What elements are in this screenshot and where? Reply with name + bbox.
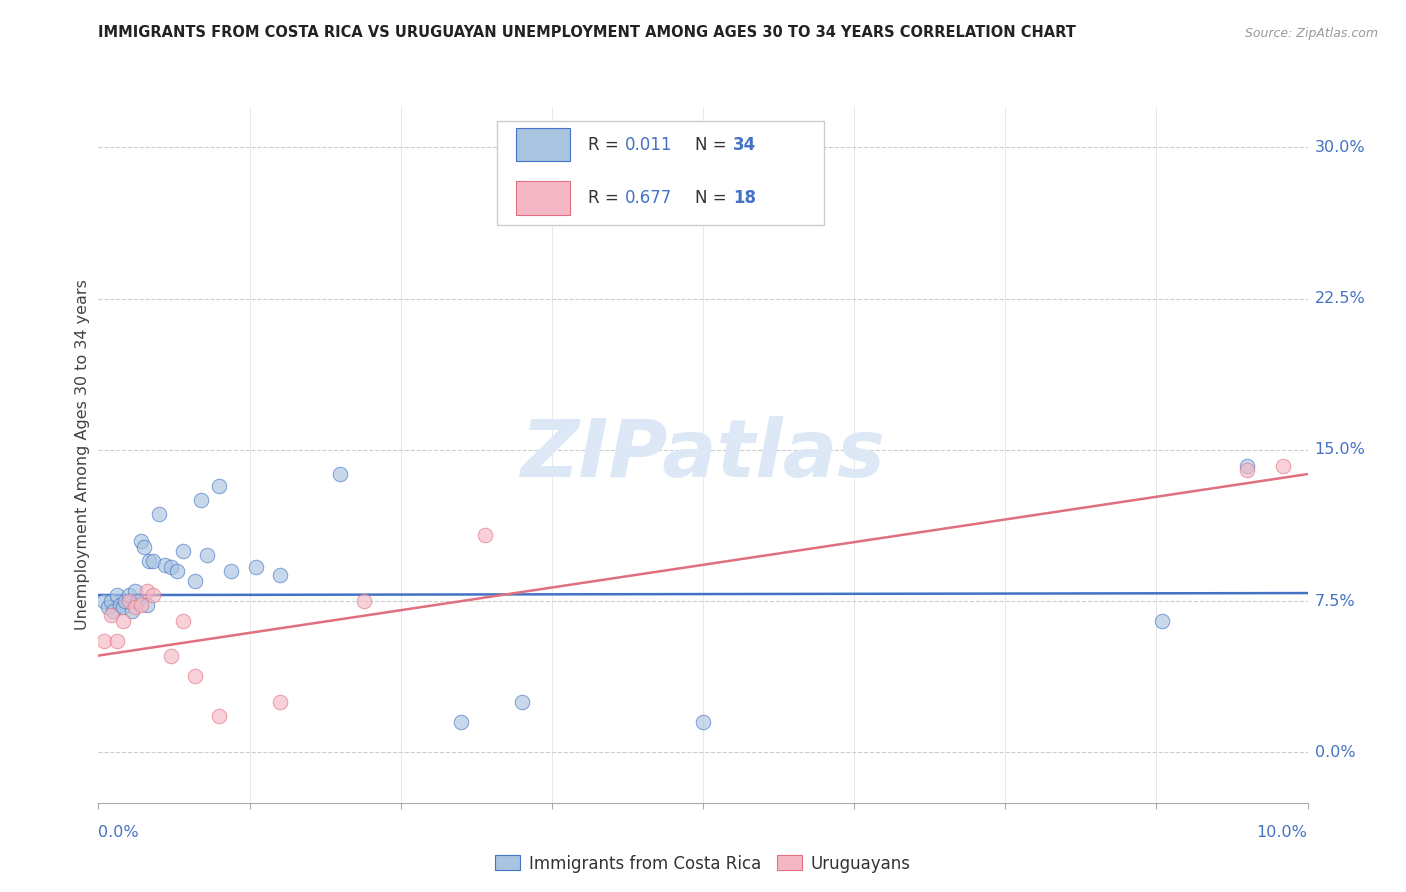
Text: N =: N = [695, 189, 731, 207]
Legend: Immigrants from Costa Rica, Uruguayans: Immigrants from Costa Rica, Uruguayans [488, 848, 918, 880]
Y-axis label: Unemployment Among Ages 30 to 34 years: Unemployment Among Ages 30 to 34 years [75, 279, 90, 631]
Point [134, 540, 156, 554]
Text: 10.0%: 10.0% [1257, 825, 1308, 840]
Point [105, 588, 128, 602]
Point [124, 600, 146, 615]
Point [245, 559, 267, 574]
Point [129, 598, 152, 612]
Point [153, 558, 176, 572]
Point [108, 598, 131, 612]
Point [97, 600, 120, 615]
Text: N =: N = [695, 136, 731, 153]
Point [221, 564, 243, 578]
Point [184, 669, 207, 683]
Point [148, 508, 170, 522]
Text: ZIPatlas: ZIPatlas [520, 416, 886, 494]
Text: R =: R = [588, 136, 624, 153]
Point [1152, 615, 1174, 629]
Point [166, 564, 188, 578]
Point [93, 634, 115, 648]
Point [269, 568, 291, 582]
Point [138, 554, 160, 568]
Text: 0.0%: 0.0% [98, 825, 139, 840]
Point [135, 598, 157, 612]
Point [100, 594, 122, 608]
Point [135, 584, 157, 599]
Point [1236, 458, 1258, 473]
Point [127, 594, 149, 608]
Text: 34: 34 [734, 136, 756, 153]
Point [510, 695, 533, 709]
Point [129, 533, 152, 548]
Point [93, 594, 115, 608]
Text: 0.677: 0.677 [624, 189, 672, 207]
Point [190, 493, 212, 508]
Point [1272, 458, 1295, 473]
Text: R =: R = [588, 189, 624, 207]
Point [184, 574, 207, 588]
Point [124, 584, 146, 599]
Point [692, 715, 714, 730]
Point [111, 600, 134, 615]
Text: 18: 18 [734, 189, 756, 207]
Point [172, 615, 194, 629]
FancyBboxPatch shape [498, 121, 824, 226]
Point [160, 648, 183, 663]
Point [450, 715, 472, 730]
Point [114, 594, 136, 608]
Point [208, 709, 231, 723]
Point [121, 604, 143, 618]
Point [172, 543, 194, 558]
Point [353, 594, 375, 608]
Point [101, 604, 124, 618]
Point [142, 588, 165, 602]
Point [118, 594, 141, 608]
Text: 0.0%: 0.0% [1315, 745, 1355, 760]
Text: 30.0%: 30.0% [1315, 140, 1365, 155]
Point [105, 634, 128, 648]
Text: 22.5%: 22.5% [1315, 291, 1365, 306]
Text: 7.5%: 7.5% [1315, 594, 1355, 608]
Point [111, 615, 134, 629]
Point [269, 695, 291, 709]
Point [208, 479, 231, 493]
Point [1236, 463, 1258, 477]
Point [160, 559, 183, 574]
Point [195, 548, 218, 562]
Point [329, 467, 352, 481]
Text: IMMIGRANTS FROM COSTA RICA VS URUGUAYAN UNEMPLOYMENT AMONG AGES 30 TO 34 YEARS C: IMMIGRANTS FROM COSTA RICA VS URUGUAYAN … [98, 25, 1077, 40]
Point [474, 527, 496, 541]
Point [142, 554, 165, 568]
FancyBboxPatch shape [516, 128, 569, 161]
Text: 0.011: 0.011 [624, 136, 672, 153]
Point [100, 608, 122, 623]
Point [118, 588, 141, 602]
Text: 15.0%: 15.0% [1315, 442, 1365, 458]
FancyBboxPatch shape [516, 181, 569, 215]
Text: Source: ZipAtlas.com: Source: ZipAtlas.com [1244, 27, 1378, 40]
